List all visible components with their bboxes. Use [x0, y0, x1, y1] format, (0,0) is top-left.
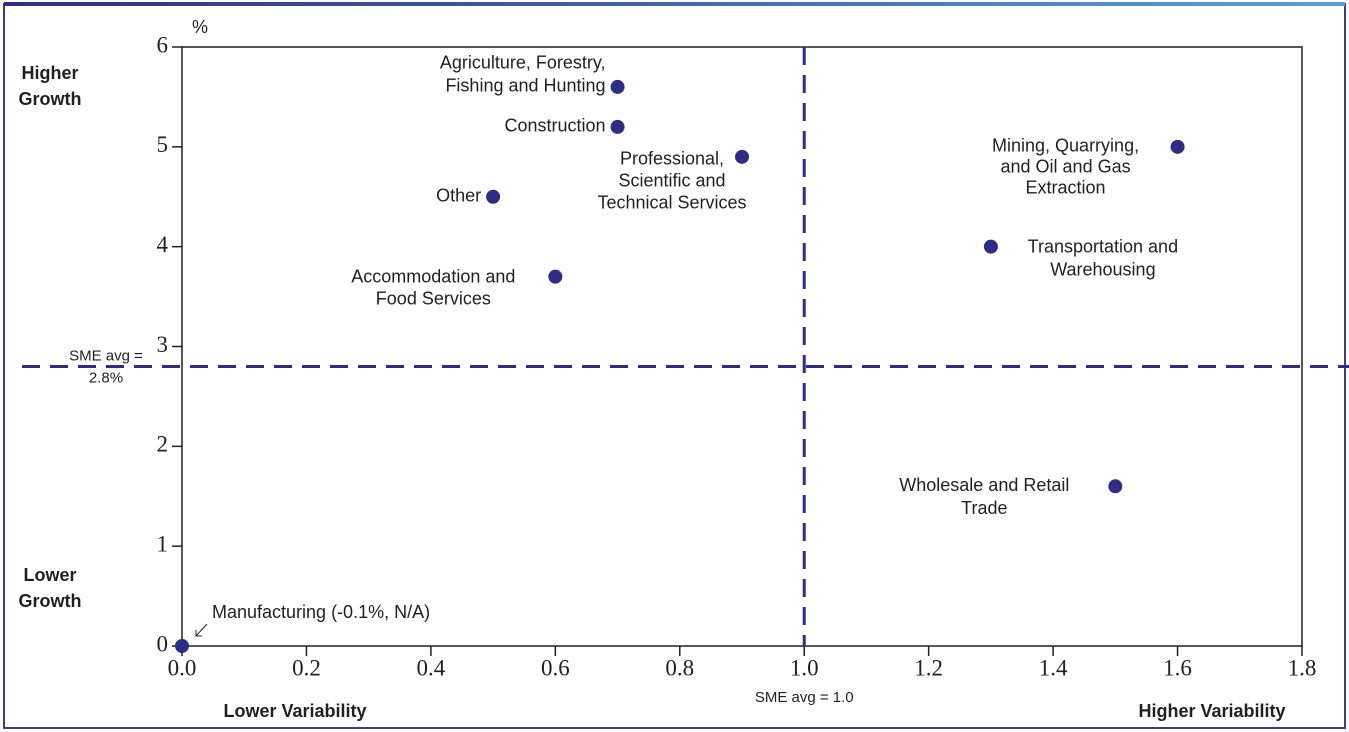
quadrant-label: Lower Variability: [223, 701, 366, 721]
point-label: Scientific and: [618, 171, 725, 191]
point: [1170, 139, 1185, 154]
point-label: Professional,: [620, 149, 724, 169]
x-tick-label: 1.8: [1288, 655, 1317, 680]
point: [1108, 479, 1123, 494]
reference-label: SME avg = 1.0: [755, 689, 854, 706]
x-tick-label: 0.8: [665, 655, 694, 680]
x-tick-label: 1.6: [1163, 655, 1192, 680]
quadrant-label: Higher: [21, 63, 78, 83]
x-tick-label: 0.4: [417, 655, 446, 680]
x-tick-label: 0.6: [541, 655, 570, 680]
pointer: [195, 623, 208, 637]
y-tick-label: 3: [157, 332, 169, 357]
y-tick-label: 0: [157, 631, 169, 656]
point-label: Fishing and Hunting: [445, 76, 605, 96]
point-label: Mining, Quarrying,: [992, 136, 1139, 156]
x-tick-label: 0.2: [292, 655, 321, 680]
reference-label: SME avg =: [69, 347, 143, 364]
point-label: Extraction: [1026, 178, 1106, 198]
quadrant-label: Lower: [23, 565, 76, 585]
point: [610, 79, 625, 94]
point: [983, 239, 998, 254]
point-label: Wholesale and Retail: [899, 475, 1069, 495]
point-label: Construction: [504, 116, 605, 136]
point: [610, 119, 625, 134]
point: [175, 639, 189, 653]
y-tick-label: 4: [157, 232, 169, 257]
point-label: Other: [436, 186, 481, 206]
y-tick-label: 1: [157, 531, 169, 556]
x-tick-label: 1.0: [790, 655, 819, 680]
point: [548, 269, 563, 284]
point: [486, 189, 501, 204]
point-label: Warehousing: [1050, 259, 1155, 279]
y-tick-label: 2: [157, 432, 169, 457]
y-tick-label: 6: [157, 32, 169, 57]
quadrant-label: Growth: [19, 89, 82, 109]
quadrant-label: Higher Variability: [1138, 701, 1285, 721]
point-label: Food Services: [376, 288, 491, 308]
point-label: Trade: [961, 498, 1007, 518]
reference-label: 2.8%: [89, 369, 123, 386]
point: [735, 149, 749, 164]
quadrant-label: Growth: [19, 591, 82, 611]
x-tick-label: 1.2: [914, 655, 943, 680]
point-label: Accommodation and: [351, 266, 515, 286]
y-unit: %: [192, 17, 208, 37]
point-label: Technical Services: [597, 193, 746, 213]
point-label: Transportation and: [1028, 236, 1178, 256]
point-label: and Oil and Gas: [1001, 157, 1131, 177]
x-tick-label: 1.4: [1039, 655, 1068, 680]
x-tick-label: 0.0: [168, 655, 197, 680]
y-tick-label: 5: [157, 132, 169, 157]
point-label: Manufacturing (-0.1%, N/A): [212, 602, 430, 622]
pointer-head: [195, 630, 202, 637]
frame-top: [4, 2, 1345, 6]
point-label: Agriculture, Forestry,: [440, 53, 606, 73]
